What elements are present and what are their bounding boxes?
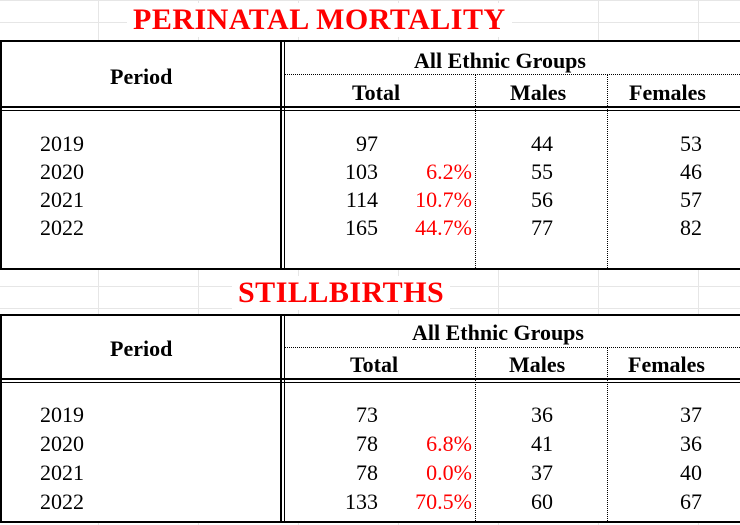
- total-cell: 97: [356, 131, 378, 156]
- table-title: STILLBIRTHS: [232, 276, 451, 310]
- females-cell: 57: [680, 187, 702, 212]
- total-divider: [475, 74, 476, 270]
- period-header: Period: [110, 336, 173, 361]
- total-cell: 78: [356, 460, 378, 485]
- total-cell: 73: [356, 402, 378, 427]
- females-cell: 82: [680, 215, 702, 240]
- males-cell: 56: [531, 187, 553, 212]
- total-divider: [475, 347, 476, 523]
- total-cell: 165: [345, 215, 378, 240]
- header-divider: [2, 106, 740, 108]
- females-cell: 53: [680, 131, 702, 156]
- males-divider: [607, 347, 608, 523]
- period-header: Period: [110, 64, 173, 89]
- group-divider: [284, 347, 740, 348]
- period-cell: 2021: [40, 460, 84, 485]
- males-cell: 77: [531, 215, 553, 240]
- males-cell: 55: [531, 159, 553, 184]
- change-cell: 44.7%: [415, 215, 472, 240]
- females-cell: 37: [680, 402, 702, 427]
- header-divider: [2, 378, 740, 380]
- group-divider: [284, 74, 740, 75]
- females-cell: 46: [680, 159, 702, 184]
- table-title: PERINATAL MORTALITY: [127, 3, 512, 37]
- period-divider: [280, 42, 282, 270]
- change-cell: 6.8%: [426, 431, 472, 456]
- change-cell: 6.2%: [426, 159, 472, 184]
- header-divider-inner: [2, 110, 740, 111]
- period-cell: 2022: [40, 489, 84, 514]
- stillbirths-table: Period All Ethnic Groups Total Males Fem…: [0, 314, 740, 523]
- group-header: All Ethnic Groups: [414, 48, 586, 73]
- females-header: Females: [628, 352, 705, 377]
- total-cell: 133: [345, 489, 378, 514]
- total-cell: 78: [356, 431, 378, 456]
- period-cell: 2021: [40, 187, 84, 212]
- total-header: Total: [352, 80, 401, 105]
- change-cell: 70.5%: [415, 489, 472, 514]
- perinatal-table: Period All Ethnic Groups Total Males Fem…: [0, 40, 740, 270]
- period-cell: 2020: [40, 159, 84, 184]
- period-divider-inner: [284, 316, 285, 523]
- females-cell: 67: [680, 489, 702, 514]
- males-cell: 41: [531, 431, 553, 456]
- males-header: Males: [509, 352, 566, 377]
- females-cell: 36: [680, 431, 702, 456]
- males-cell: 36: [531, 402, 553, 427]
- period-cell: 2019: [40, 402, 84, 427]
- females-cell: 40: [680, 460, 702, 485]
- period-divider-inner: [284, 42, 285, 270]
- period-divider: [280, 316, 282, 523]
- females-header: Females: [629, 80, 706, 105]
- period-cell: 2022: [40, 215, 84, 240]
- period-cell: 2019: [40, 131, 84, 156]
- change-cell: 10.7%: [415, 187, 472, 212]
- total-cell: 103: [345, 159, 378, 184]
- males-cell: 60: [531, 489, 553, 514]
- group-header: All Ethnic Groups: [412, 320, 584, 345]
- males-divider: [607, 74, 608, 270]
- males-header: Males: [510, 80, 567, 105]
- change-cell: 0.0%: [426, 460, 472, 485]
- period-cell: 2020: [40, 431, 84, 456]
- total-header: Total: [350, 352, 399, 377]
- males-cell: 44: [531, 131, 553, 156]
- total-cell: 114: [345, 187, 378, 212]
- header-divider-inner: [2, 382, 740, 383]
- males-cell: 37: [531, 460, 553, 485]
